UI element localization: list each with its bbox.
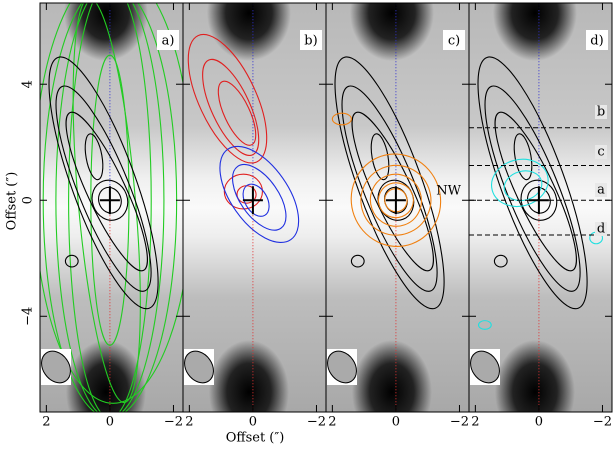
contour xyxy=(242,183,270,217)
contour xyxy=(493,254,508,268)
contour xyxy=(369,173,422,227)
y-tick-label: 0 xyxy=(21,196,36,204)
contour xyxy=(223,173,263,210)
dark-blob xyxy=(208,340,289,412)
contour xyxy=(384,188,408,213)
contour xyxy=(91,179,129,221)
contour xyxy=(68,3,152,412)
x-tick-label: 0 xyxy=(106,415,114,430)
x-tick-label: 2 xyxy=(328,415,336,430)
contour xyxy=(84,133,104,181)
panel xyxy=(40,3,183,412)
contour xyxy=(350,153,442,247)
contour xyxy=(64,254,79,268)
panel xyxy=(183,3,326,412)
panel-label: a) xyxy=(162,34,175,49)
contour xyxy=(341,85,438,292)
dark-blob xyxy=(492,3,577,61)
x-tick-label: 0 xyxy=(249,415,257,430)
panel-label: c) xyxy=(448,34,460,49)
contour xyxy=(90,54,130,346)
y-axis-label: Offset (″) xyxy=(5,172,20,231)
x-tick-label: 2 xyxy=(471,415,479,430)
contour xyxy=(377,182,414,219)
cut-label: c xyxy=(597,145,604,160)
contour xyxy=(334,56,445,310)
contour xyxy=(484,85,581,292)
dark-blob xyxy=(494,340,575,412)
x-tick-label: 2 xyxy=(42,415,50,430)
dark-blob xyxy=(351,340,432,412)
contour xyxy=(55,3,165,412)
panel xyxy=(469,3,612,412)
beam xyxy=(470,350,500,384)
beam xyxy=(327,350,357,384)
panel-label: d) xyxy=(590,34,603,49)
contour xyxy=(55,85,152,292)
contour xyxy=(331,112,352,126)
dark-blob xyxy=(63,3,148,61)
source-label: NW xyxy=(436,184,461,199)
cut-label-box xyxy=(595,183,607,197)
dark-blob xyxy=(349,3,434,61)
contour xyxy=(370,133,390,181)
x-axis-label: Offset (″) xyxy=(226,431,285,446)
x-tick-label: 2 xyxy=(185,415,193,430)
x-tick-label: −2 xyxy=(307,415,326,430)
panel-label: b) xyxy=(304,34,317,49)
contour xyxy=(360,164,432,236)
label-box xyxy=(300,30,322,50)
x-tick-label: −2 xyxy=(164,415,183,430)
x-tick-label: 0 xyxy=(392,415,400,430)
cut-label-box xyxy=(595,145,607,159)
x-tick-label: −2 xyxy=(450,415,469,430)
label-box xyxy=(157,30,179,50)
contour xyxy=(187,33,268,164)
contour xyxy=(494,111,577,272)
contour xyxy=(232,164,287,231)
contour xyxy=(97,186,122,214)
cut-label-box xyxy=(595,222,607,236)
contour xyxy=(40,3,183,404)
contour xyxy=(350,254,365,268)
contour xyxy=(351,111,434,272)
dark-blob xyxy=(206,3,291,61)
cut-label: b xyxy=(597,105,605,120)
beam xyxy=(41,350,71,384)
label-box xyxy=(443,30,465,50)
contour xyxy=(48,56,159,310)
y-tick-label: −4 xyxy=(21,307,36,326)
x-tick-label: −2 xyxy=(593,415,612,430)
x-tick-label: 0 xyxy=(535,415,543,430)
contour xyxy=(217,80,257,146)
cut-label: d xyxy=(597,222,605,237)
panel-frame xyxy=(468,2,613,413)
panel xyxy=(326,3,469,412)
cut-label: a xyxy=(597,183,605,198)
contour xyxy=(513,133,533,181)
label-box xyxy=(586,30,608,50)
contour xyxy=(65,111,148,272)
contour xyxy=(219,145,300,244)
contour xyxy=(202,58,260,156)
y-tick-label: 4 xyxy=(21,80,36,88)
contour xyxy=(477,56,588,310)
contour xyxy=(477,320,492,330)
cut-label-box xyxy=(595,105,607,119)
contour xyxy=(491,158,549,207)
beam xyxy=(184,350,214,384)
contour xyxy=(72,3,141,404)
